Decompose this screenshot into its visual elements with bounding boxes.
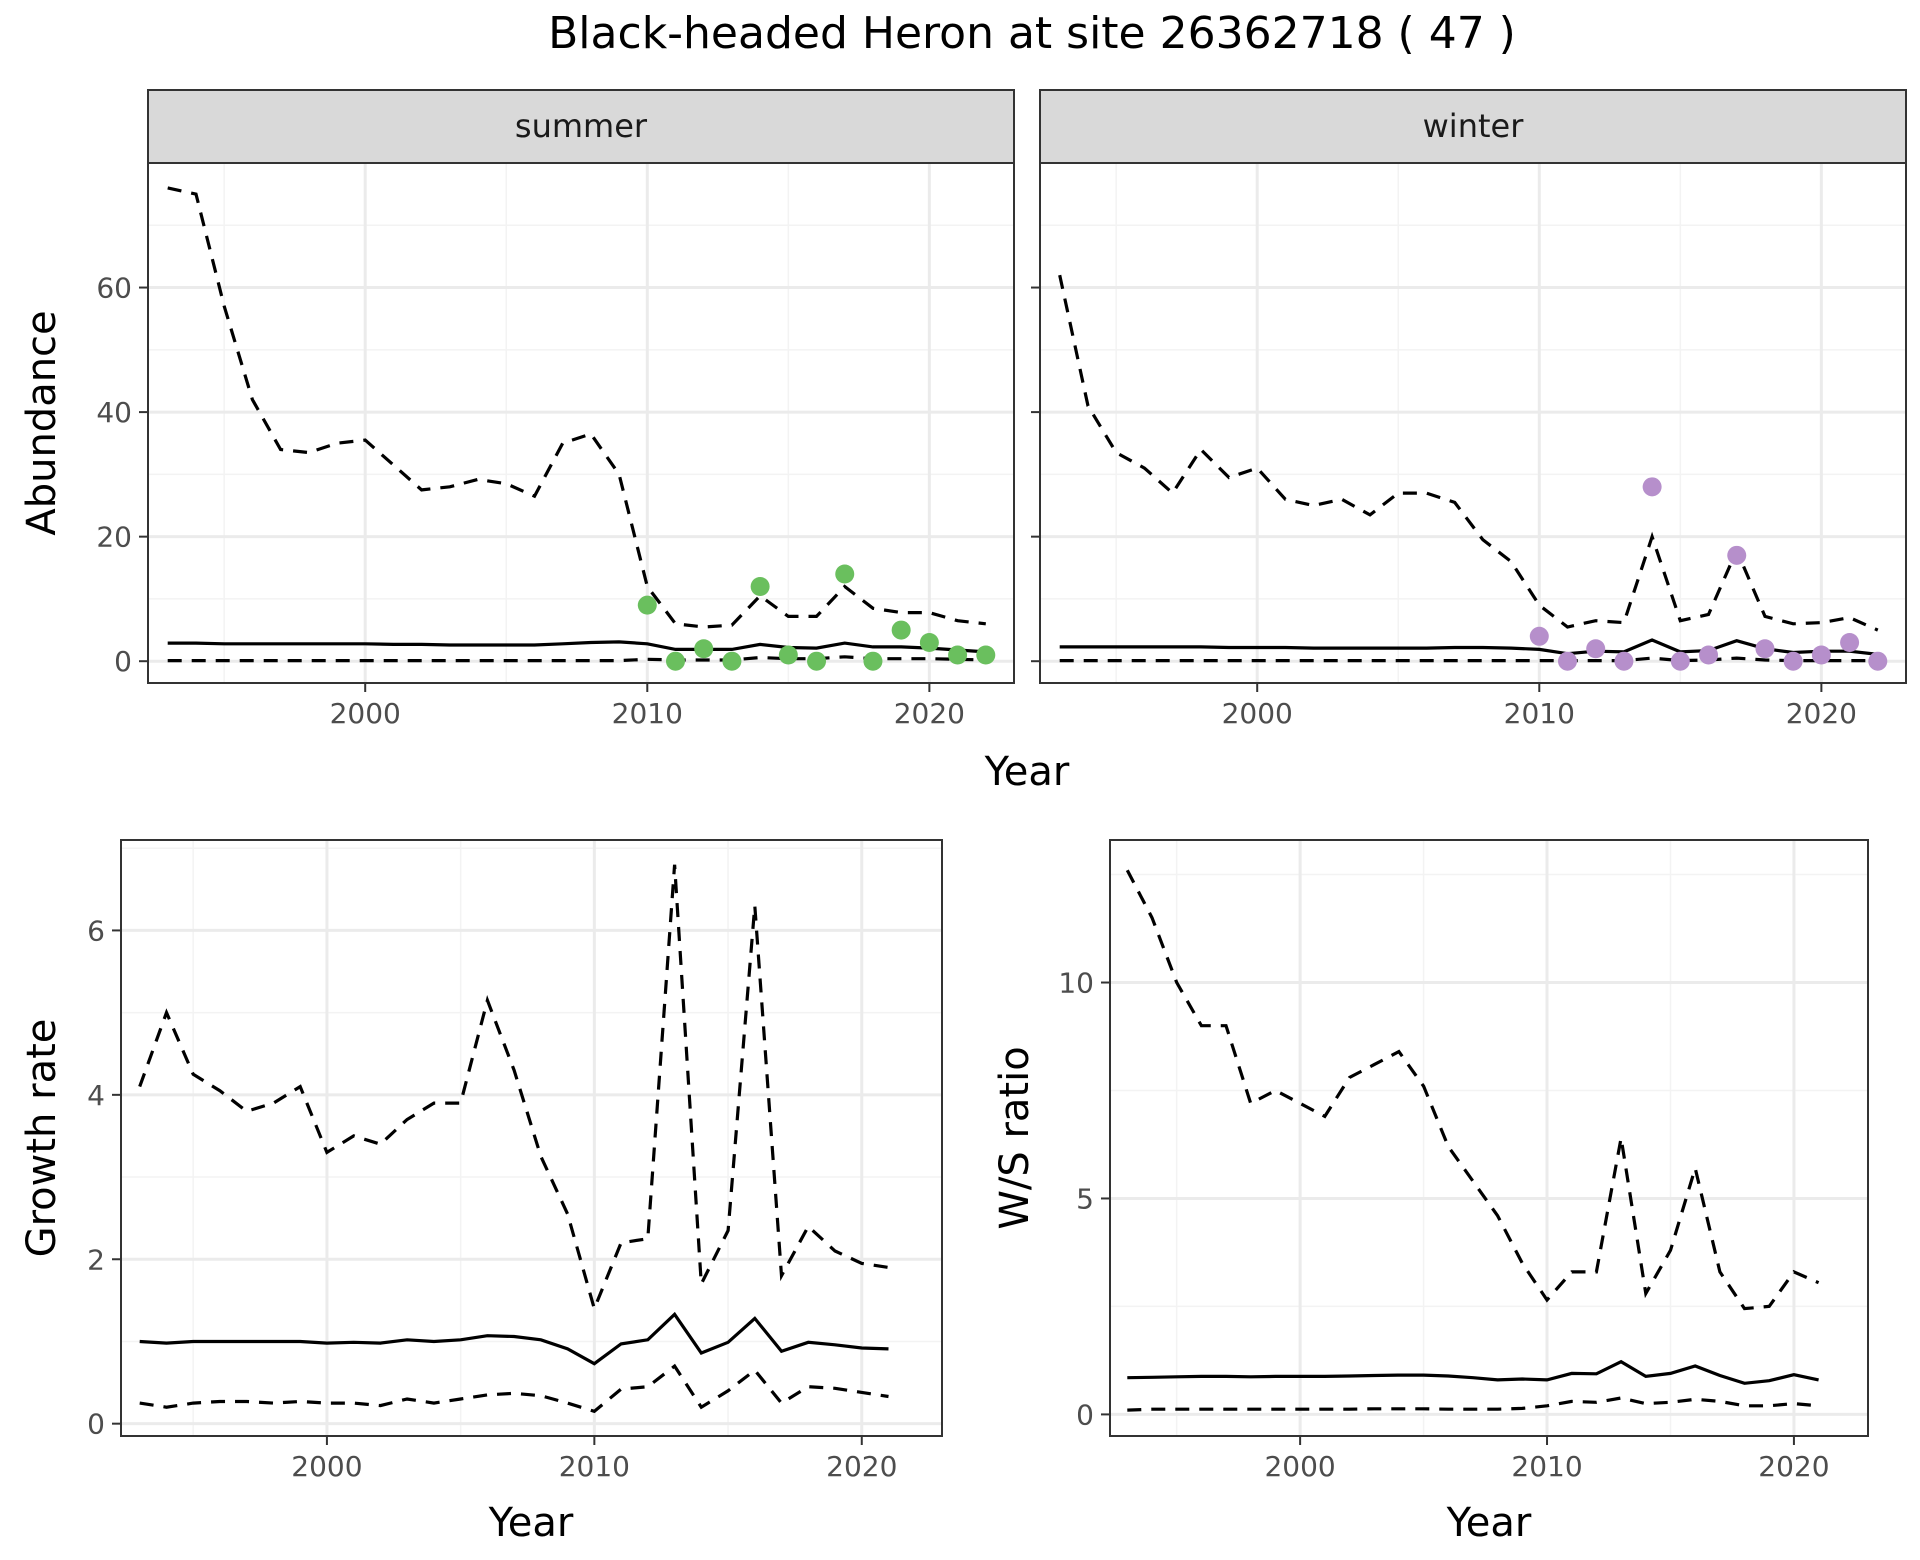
abundance-y-axis-title: Abundance [19,310,65,535]
ws-ratio-y-tick-label: 10 [1058,967,1094,1000]
observed-count-point [778,645,798,665]
abundance-summer-lower-line [167,655,986,663]
ws-ratio-lower-line [1127,1396,1819,1412]
abundance-winter-upper-line [1058,274,1879,632]
chart-title: Black-headed Heron at site 26362718 ( 47… [548,8,1516,59]
growth-rate-y-tick-label: 0 [87,1408,105,1441]
facet-strip-label-summer: summer [515,107,648,145]
observed-count-point [1670,651,1690,671]
abundance-winter-panel-border [1039,162,1907,684]
growth-rate-x-axis-title: Year [488,1500,574,1546]
observed-count-point [976,645,996,665]
abundance-winter-estimate-line [1059,638,1878,656]
growth-rate-x-tick-label: 2020 [826,1450,897,1483]
growth-rate-y-tick-label: 4 [87,1079,105,1112]
observed-count-point [1811,645,1831,665]
ws-ratio-panel-border [1109,839,1869,1437]
observed-count-point [694,639,714,659]
observed-count-point [750,576,770,596]
abundance-winter-x-tick-label: 2020 [1786,697,1857,730]
abundance-facet-winter: winter 2000 2010 2020 [1031,89,1907,730]
observed-count-point [863,651,883,671]
observed-count-point [1529,626,1549,646]
ws-ratio-x-tick-label: 2020 [1758,1450,1829,1483]
observed-count-point [1557,651,1577,671]
abundance-winter-x-tick-label: 2000 [1222,697,1293,730]
abundance-summer-upper-line [167,186,986,629]
growth-rate-y-tick-label: 6 [87,914,105,947]
observed-count-point [1699,645,1719,665]
facet-strip-summer [147,89,1015,164]
abundance-summer-panel-border [147,162,1015,684]
ws-ratio-x-tick-label: 2000 [1264,1450,1335,1483]
growth-rate-panel: 2000 2010 2020 0 2 4 6 [87,839,943,1483]
abundance-summer-y-tick-label: 60 [96,272,132,305]
facet-strip-label-winter: winter [1423,107,1525,145]
observed-count-point [637,595,657,615]
ws-ratio-upper-line [1125,869,1820,1311]
abundance-summer-x-tick-label: 2000 [330,697,401,730]
ws-ratio-x-tick-label: 2010 [1511,1450,1582,1483]
abundance-summer-y-tick-label: 40 [96,396,132,429]
observed-count-point [722,651,742,671]
growth-rate-panel-border [120,839,943,1437]
growth-rate-upper-line [138,864,889,1314]
observed-count-point [835,564,855,584]
abundance-winter-lower-line [1059,656,1878,663]
abundance-summer-x-tick-label: 2020 [894,697,965,730]
observed-count-point [1755,639,1775,659]
observed-count-point [948,645,968,665]
ws-ratio-y-axis-title: W/S ratio [992,1046,1038,1229]
observed-count-point [891,620,911,640]
observed-count-point [1727,545,1747,565]
growth-rate-y-tick-label: 2 [87,1243,105,1276]
observed-count-point [1614,651,1634,671]
observed-count-point [1840,633,1860,653]
abundance-summer-y-tick-label: 0 [114,645,132,678]
observed-count-point [1868,651,1888,671]
growth-rate-y-axis-title: Growth rate [19,1019,65,1258]
observed-count-point [1586,639,1606,659]
abundance-summer-y-tick-label: 20 [96,521,132,554]
ws-ratio-y-tick-label: 0 [1076,1398,1094,1431]
abundance-x-axis-title: Year [984,749,1070,795]
ws-ratio-y-tick-label: 5 [1076,1182,1094,1215]
growth-rate-lower-line [139,1363,889,1414]
observed-count-point [919,633,939,653]
observed-count-point [1642,477,1662,497]
ws-ratio-panel: 2000 2010 2020 0 5 10 [1058,839,1869,1483]
abundance-winter-x-tick-label: 2010 [1504,697,1575,730]
ws-ratio-x-axis-title: Year [1446,1500,1532,1546]
observed-count-point [807,651,827,671]
observed-count-point [1783,651,1803,671]
observed-count-point [665,651,685,671]
growth-rate-estimate-line [139,1311,889,1366]
facet-strip-winter [1039,89,1907,164]
growth-rate-x-tick-label: 2010 [559,1450,630,1483]
growth-rate-x-tick-label: 2000 [291,1450,362,1483]
abundance-summer-estimate-line [167,640,986,654]
ws-ratio-estimate-line [1127,1359,1819,1385]
abundance-summer-x-tick-label: 2010 [612,697,683,730]
abundance-facet-summer: summer 2000 2010 2020 0 20 40 60 [96,89,1015,730]
